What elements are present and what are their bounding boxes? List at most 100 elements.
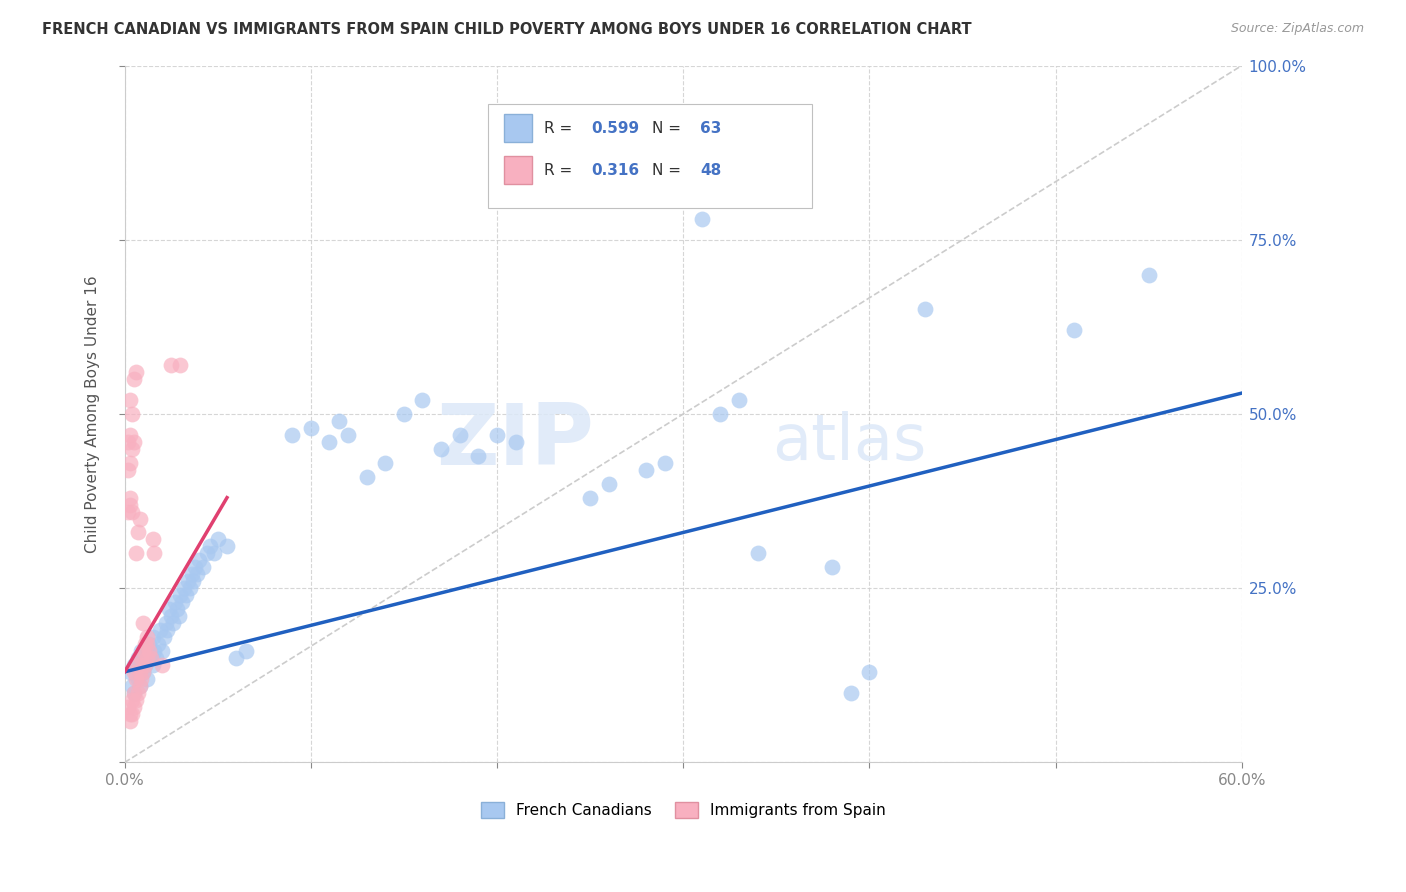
Point [155, 616, 177, 631]
Point [183, 574, 205, 589]
Point [121, 679, 143, 693]
Point [328, 414, 350, 428]
Point [914, 302, 936, 317]
Point [654, 456, 676, 470]
Point [215, 540, 238, 554]
Point [122, 657, 145, 672]
Point [191, 560, 214, 574]
Point [117, 434, 139, 449]
Point [202, 546, 225, 560]
Point [122, 699, 145, 714]
Point [1137, 268, 1160, 282]
Point [149, 623, 172, 637]
Point [136, 651, 159, 665]
Point [120, 456, 142, 470]
Point [120, 393, 142, 408]
Point [131, 651, 153, 665]
Point [125, 672, 148, 686]
Point [318, 434, 340, 449]
Point [177, 574, 200, 589]
Point [136, 637, 159, 651]
Point [120, 714, 142, 728]
Point [122, 434, 145, 449]
Point [132, 616, 155, 631]
Point [143, 546, 166, 560]
Point [128, 679, 150, 693]
Point [127, 651, 149, 665]
Point [150, 657, 173, 672]
Point [136, 644, 159, 658]
Point [225, 651, 247, 665]
Point [337, 428, 360, 442]
Text: R =: R = [544, 162, 576, 178]
Text: N =: N = [652, 120, 686, 136]
Point [128, 665, 150, 679]
Text: 63: 63 [700, 120, 721, 136]
Text: 0.599: 0.599 [592, 120, 640, 136]
Point [1063, 323, 1085, 337]
Text: atlas: atlas [772, 411, 927, 473]
Point [150, 644, 173, 658]
Point [132, 651, 155, 665]
Point [141, 657, 163, 672]
Point [162, 616, 184, 631]
Text: R =: R = [544, 120, 576, 136]
Point [136, 672, 159, 686]
Point [235, 644, 257, 658]
Point [128, 511, 150, 525]
Point [128, 679, 150, 693]
Point [120, 665, 142, 679]
Point [430, 442, 453, 456]
Point [392, 407, 415, 421]
Point [186, 567, 208, 582]
Point [141, 630, 163, 644]
Point [821, 560, 844, 574]
Point [141, 533, 163, 547]
Point [121, 442, 143, 456]
Point [127, 686, 149, 700]
Point [139, 651, 162, 665]
Point [138, 644, 160, 658]
Bar [505, 114, 533, 142]
Point [579, 491, 602, 505]
Point [134, 657, 156, 672]
Point [690, 211, 713, 226]
Point [180, 567, 202, 582]
Point [132, 665, 155, 679]
Point [145, 651, 167, 665]
Point [121, 706, 143, 721]
Point [505, 434, 527, 449]
Point [122, 686, 145, 700]
Point [839, 686, 862, 700]
Point [157, 602, 180, 616]
Point [132, 644, 155, 658]
Point [136, 630, 159, 644]
Point [411, 393, 433, 408]
Bar [505, 156, 533, 184]
Point [169, 588, 191, 602]
Point [163, 595, 186, 609]
Point [709, 407, 731, 421]
Point [173, 581, 195, 595]
Point [122, 665, 145, 679]
Point [634, 463, 657, 477]
Point [120, 706, 142, 721]
Point [152, 630, 174, 644]
Point [122, 686, 145, 700]
Point [160, 358, 183, 372]
Point [121, 692, 143, 706]
Point [121, 505, 143, 519]
Point [172, 595, 194, 609]
Point [184, 560, 207, 574]
Point [195, 546, 218, 560]
Point [174, 588, 197, 602]
Point [121, 407, 143, 421]
Text: 0.316: 0.316 [592, 162, 640, 178]
Point [120, 498, 142, 512]
Point [200, 540, 222, 554]
Point [132, 665, 155, 679]
Point [127, 672, 149, 686]
Point [167, 609, 190, 624]
Point [120, 491, 142, 505]
Point [131, 672, 153, 686]
